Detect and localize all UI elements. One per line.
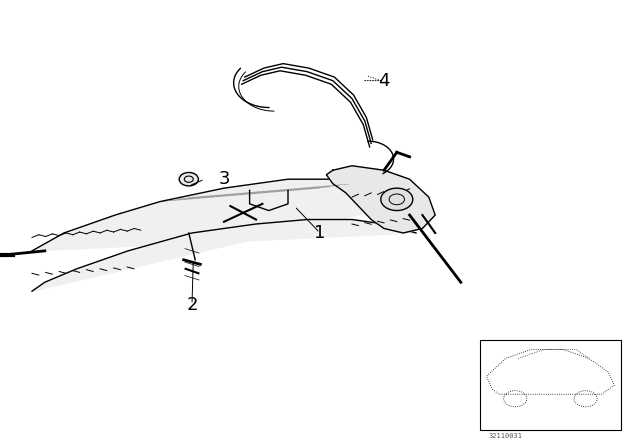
Polygon shape xyxy=(326,166,435,233)
Bar xyxy=(480,340,621,430)
Text: 4: 4 xyxy=(378,72,390,90)
Circle shape xyxy=(179,172,198,186)
Text: 1: 1 xyxy=(314,224,326,242)
Circle shape xyxy=(381,188,413,211)
Polygon shape xyxy=(32,179,416,291)
Text: 3: 3 xyxy=(218,170,230,188)
Text: 2: 2 xyxy=(186,296,198,314)
Text: 32110031: 32110031 xyxy=(488,433,523,439)
